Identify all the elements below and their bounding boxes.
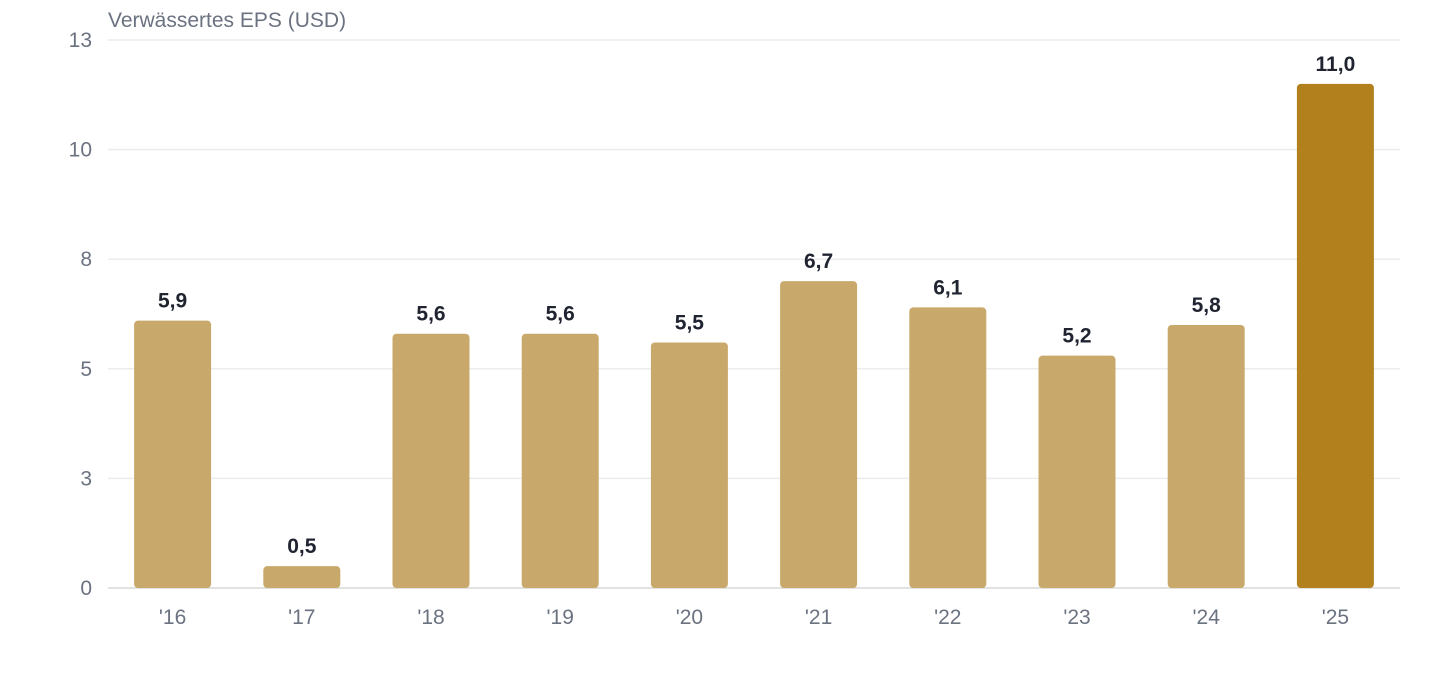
bar-value-label: 5,9 bbox=[158, 290, 187, 313]
x-tick-label: '22 bbox=[934, 606, 961, 629]
x-tick-label: '24 bbox=[1193, 606, 1221, 629]
x-tick-label: '20 bbox=[676, 606, 703, 629]
bar-layer bbox=[134, 83, 1374, 588]
bar-value-label: 5,5 bbox=[675, 311, 705, 334]
bar-y25[interactable] bbox=[1296, 83, 1374, 588]
bar-y17[interactable] bbox=[263, 566, 341, 588]
bar-value-label: 0,5 bbox=[287, 535, 317, 558]
bar-y24[interactable] bbox=[1167, 324, 1245, 588]
bar-y16[interactable] bbox=[134, 320, 212, 588]
x-tick-label: '23 bbox=[1063, 606, 1090, 629]
y-tick-label: 0 bbox=[80, 577, 92, 600]
y-tick-label: 8 bbox=[80, 248, 92, 271]
bar-y21[interactable] bbox=[780, 281, 858, 588]
bar-y18[interactable] bbox=[392, 333, 470, 588]
bar-value-label: 11,0 bbox=[1316, 53, 1356, 76]
y-tick-label: 3 bbox=[80, 467, 92, 490]
y-tick-label: 10 bbox=[69, 139, 92, 162]
bar-value-label: 6,1 bbox=[933, 276, 963, 299]
bar-y22[interactable] bbox=[909, 307, 987, 588]
label-layer: 0 3 5 8 10 13 5,9 '16 0,5 '17 5,6 '18 5,6 '19 5,5 '20 6,… bbox=[69, 29, 1356, 629]
bar-y23[interactable] bbox=[1038, 355, 1116, 588]
bar-value-label: 5,6 bbox=[546, 303, 575, 326]
bar-value-label: 6,7 bbox=[804, 250, 833, 273]
x-tick-label: '19 bbox=[547, 606, 574, 629]
bar-value-label: 5,6 bbox=[416, 303, 445, 326]
x-tick-label: '25 bbox=[1322, 606, 1349, 629]
x-tick-label: '16 bbox=[159, 606, 186, 629]
bar-y20[interactable] bbox=[650, 342, 728, 588]
bar-y19[interactable] bbox=[521, 333, 599, 588]
y-axis-title: Verwässertes EPS (USD) bbox=[108, 9, 346, 32]
y-tick-label: 5 bbox=[80, 358, 92, 381]
bar-value-label: 5,8 bbox=[1192, 294, 1222, 317]
x-tick-label: '21 bbox=[805, 606, 832, 629]
bar-value-label: 5,2 bbox=[1062, 325, 1091, 348]
x-tick-label: '18 bbox=[417, 606, 444, 629]
y-tick-label: 13 bbox=[69, 29, 92, 52]
x-tick-label: '17 bbox=[288, 606, 315, 629]
